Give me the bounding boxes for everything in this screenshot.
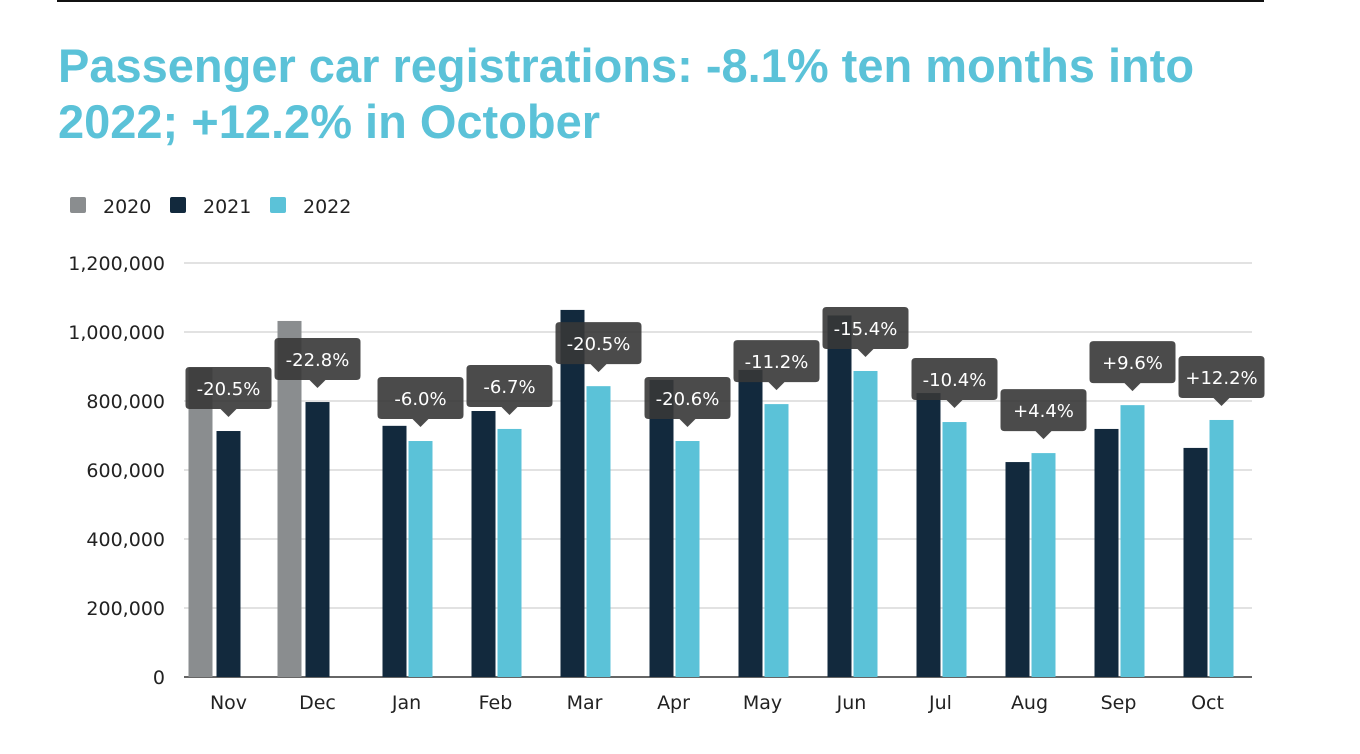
bar-2021-Oct	[1183, 447, 1208, 677]
bar-2022-Jun	[853, 370, 878, 677]
data-label: -22.8%	[286, 350, 350, 371]
data-label: -6.7%	[483, 377, 535, 398]
bar-2021-Nov	[216, 431, 241, 677]
legend-swatch-2020	[70, 197, 86, 213]
y-tick-label: 400,000	[86, 529, 165, 551]
bar-2022-Aug	[1031, 453, 1056, 677]
bar-2021-Jun	[827, 315, 852, 677]
data-label: +4.4%	[1013, 401, 1074, 422]
x-tick-label: Dec	[299, 692, 336, 714]
data-label: -10.4%	[923, 370, 987, 391]
y-tick-label: 1,200,000	[68, 253, 165, 275]
data-label: -6.0%	[394, 389, 446, 410]
x-tick-label: Jan	[391, 692, 421, 714]
x-tick-label: May	[743, 692, 782, 714]
data-label: -15.4%	[834, 319, 898, 340]
data-label-box	[555, 322, 642, 373]
x-tick-label: Feb	[479, 692, 513, 714]
bar-2021-May	[738, 369, 763, 677]
data-label-box	[185, 367, 272, 418]
legend-swatch-2021	[170, 197, 186, 213]
x-tick-label: Aug	[1011, 692, 1048, 714]
data-label-box	[274, 338, 361, 389]
bar-2020-Nov	[188, 367, 213, 677]
data-label-box	[1178, 355, 1265, 406]
bar-2022-May	[764, 404, 789, 677]
data-label-box	[733, 340, 820, 391]
data-label: +9.6%	[1102, 353, 1163, 374]
top-rule	[57, 0, 1264, 2]
bar-2021-Mar	[560, 309, 585, 677]
bar-2022-Jul	[942, 422, 967, 677]
data-label-box	[377, 377, 464, 428]
x-tick-label: Nov	[210, 692, 247, 714]
data-label: -20.5%	[197, 379, 261, 400]
bar-2022-Apr	[675, 441, 700, 677]
data-label: +12.2%	[1185, 368, 1257, 389]
y-tick-label: 200,000	[86, 598, 165, 620]
bar-2020-Dec	[277, 320, 302, 677]
x-tick-label: Jul	[928, 692, 952, 714]
bar-2022-Oct	[1209, 419, 1234, 677]
bar-2021-Apr	[649, 379, 674, 677]
data-label-box	[466, 364, 553, 415]
y-tick-label: 800,000	[86, 391, 165, 413]
legend-label-2022: 2022	[303, 196, 351, 218]
data-label-box	[1000, 389, 1087, 440]
y-tick-label: 1,000,000	[68, 322, 165, 344]
bar-2021-Feb	[471, 411, 496, 677]
x-tick-label: Jun	[836, 692, 867, 714]
bar-2021-Jan	[382, 425, 407, 677]
bar-2022-Mar	[586, 386, 611, 677]
bar-2021-Aug	[1005, 462, 1030, 677]
x-tick-label: Sep	[1101, 692, 1137, 714]
data-label-box	[911, 358, 998, 409]
bar-2022-Jan	[408, 441, 433, 677]
bar-2022-Sep	[1120, 405, 1145, 677]
legend-label-2021: 2021	[203, 196, 251, 218]
legend-swatch-2022	[270, 197, 286, 213]
y-tick-label: 0	[153, 667, 165, 689]
bar-2021-Sep	[1094, 428, 1119, 677]
data-label: -20.6%	[656, 389, 720, 410]
bar-2021-Dec	[305, 402, 330, 677]
bar-2021-Jul	[916, 393, 941, 677]
data-label-box	[1089, 341, 1176, 392]
legend-label-2020: 2020	[103, 196, 151, 218]
x-tick-label: Apr	[657, 692, 690, 714]
bar-2022-Feb	[497, 428, 522, 677]
page-title: Passenger car registrations: -8.1% ten m…	[58, 39, 1195, 148]
data-label-box	[822, 306, 909, 357]
x-tick-label: Oct	[1191, 692, 1224, 714]
data-label-box	[644, 377, 731, 428]
data-label: -11.2%	[745, 352, 809, 373]
x-tick-label: Mar	[567, 692, 603, 714]
y-tick-label: 600,000	[86, 460, 165, 482]
data-label: -20.5%	[567, 334, 631, 355]
